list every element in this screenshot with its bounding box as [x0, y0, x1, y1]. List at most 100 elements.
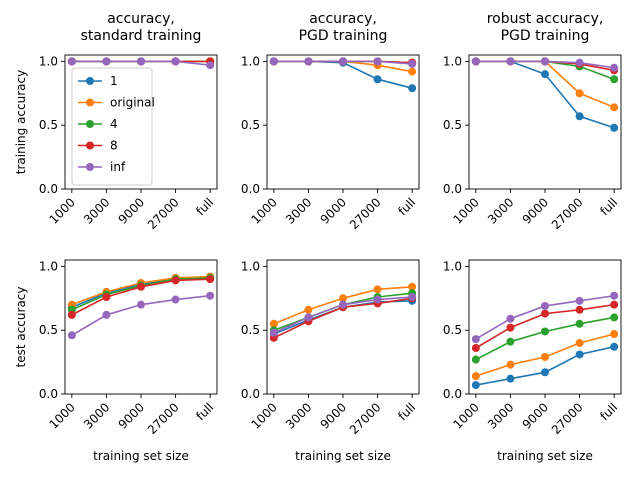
data-point — [408, 293, 417, 302]
x-tick-label: 27000 — [347, 195, 384, 232]
series-inf — [67, 291, 215, 340]
x-tick-label: full — [597, 195, 620, 218]
data-point — [102, 57, 111, 66]
x-tick-label: 9000 — [520, 400, 551, 431]
data-point — [541, 309, 549, 318]
x-tick-label: 1000 — [248, 195, 279, 226]
x-tick-label: 9000 — [116, 400, 147, 431]
data-point — [575, 338, 584, 347]
data-point — [206, 61, 215, 70]
data-point — [506, 374, 515, 383]
y-tick-label: 1.0 — [443, 259, 462, 273]
data-point — [373, 285, 382, 294]
series-inf — [269, 293, 417, 337]
x-tick-label: 3000 — [283, 195, 314, 226]
panel-title: robust accuracy, — [487, 11, 604, 27]
data-point — [575, 296, 584, 305]
data-point — [575, 350, 584, 359]
y-tick-label: 0.5 — [443, 323, 462, 337]
data-point — [373, 75, 382, 84]
data-point — [304, 313, 313, 322]
data-point — [137, 57, 145, 66]
x-tick-label: full — [193, 400, 216, 423]
axes-frame — [266, 54, 420, 190]
x-tick-label: 9000 — [116, 195, 147, 226]
data-point — [102, 310, 111, 319]
data-point — [610, 313, 619, 322]
y-tick-label: 1.0 — [443, 54, 462, 68]
legend-swatch-marker — [86, 120, 94, 128]
x-tick-label: 1000 — [450, 195, 481, 226]
legend-label: 4 — [110, 117, 118, 131]
series-line — [475, 60, 615, 109]
data-point — [471, 344, 480, 353]
data-point — [610, 103, 619, 112]
x-tick-label: 27000 — [145, 400, 182, 437]
y-tick-label: 0.0 — [39, 387, 58, 401]
data-point — [339, 294, 347, 303]
data-point — [102, 293, 111, 302]
y-tick-label: 0.5 — [241, 323, 260, 337]
x-tick-label: full — [395, 400, 418, 423]
data-point — [575, 305, 584, 314]
x-tick-label: 3000 — [81, 195, 112, 226]
y-tick-label: 0.5 — [39, 118, 58, 132]
data-point — [171, 57, 180, 66]
data-point — [506, 337, 515, 346]
panel-title: PGD training — [299, 28, 388, 44]
data-point — [471, 381, 480, 390]
series-inf — [269, 57, 417, 68]
data-point — [408, 67, 417, 76]
legend-label: 1 — [110, 74, 118, 88]
legend-label: inf — [110, 160, 126, 174]
series-inf — [471, 57, 619, 72]
x-tick-label: 27000 — [549, 195, 586, 232]
x-tick-label: 3000 — [283, 400, 314, 431]
legend-frame — [71, 67, 153, 186]
data-point — [171, 295, 180, 304]
data-point — [541, 368, 549, 377]
data-point — [541, 301, 549, 310]
y-tick-label: 1.0 — [39, 54, 58, 68]
series-8 — [471, 300, 619, 353]
y-tick-label: 0.0 — [39, 182, 58, 196]
legend: 1 original 4 8 inf — [71, 67, 155, 186]
panel-title: PGD training — [501, 28, 590, 44]
data-point — [575, 58, 584, 67]
y-tick-label: 0.0 — [443, 387, 462, 401]
data-point — [575, 112, 584, 121]
data-point — [408, 59, 417, 68]
series-1 — [471, 342, 619, 390]
x-tick-label: 9000 — [318, 400, 349, 431]
x-tick-label: 1000 — [46, 400, 77, 431]
data-point — [610, 300, 619, 309]
data-point — [269, 57, 278, 66]
data-point — [373, 57, 382, 66]
series-original — [269, 282, 417, 328]
data-point — [339, 57, 347, 66]
data-point — [408, 84, 417, 93]
data-point — [67, 57, 76, 66]
x-tick-label: full — [597, 400, 620, 423]
y-axis-label: training accuracy — [14, 70, 28, 174]
x-axis-label: training set size — [93, 449, 189, 463]
data-point — [137, 282, 145, 291]
data-point — [304, 57, 313, 66]
data-point — [541, 57, 549, 66]
series-inf — [67, 57, 215, 70]
y-tick-label: 0.0 — [443, 182, 462, 196]
data-point — [610, 291, 619, 300]
data-point — [610, 330, 619, 339]
data-point — [506, 57, 515, 66]
data-point — [610, 75, 619, 84]
data-point — [269, 319, 278, 328]
data-point — [206, 275, 215, 284]
data-point — [506, 323, 515, 332]
x-tick-label: 9000 — [318, 195, 349, 226]
data-point — [541, 70, 549, 79]
y-tick-label: 1.0 — [241, 259, 260, 273]
series-inf — [471, 291, 619, 344]
series-8 — [67, 275, 215, 319]
